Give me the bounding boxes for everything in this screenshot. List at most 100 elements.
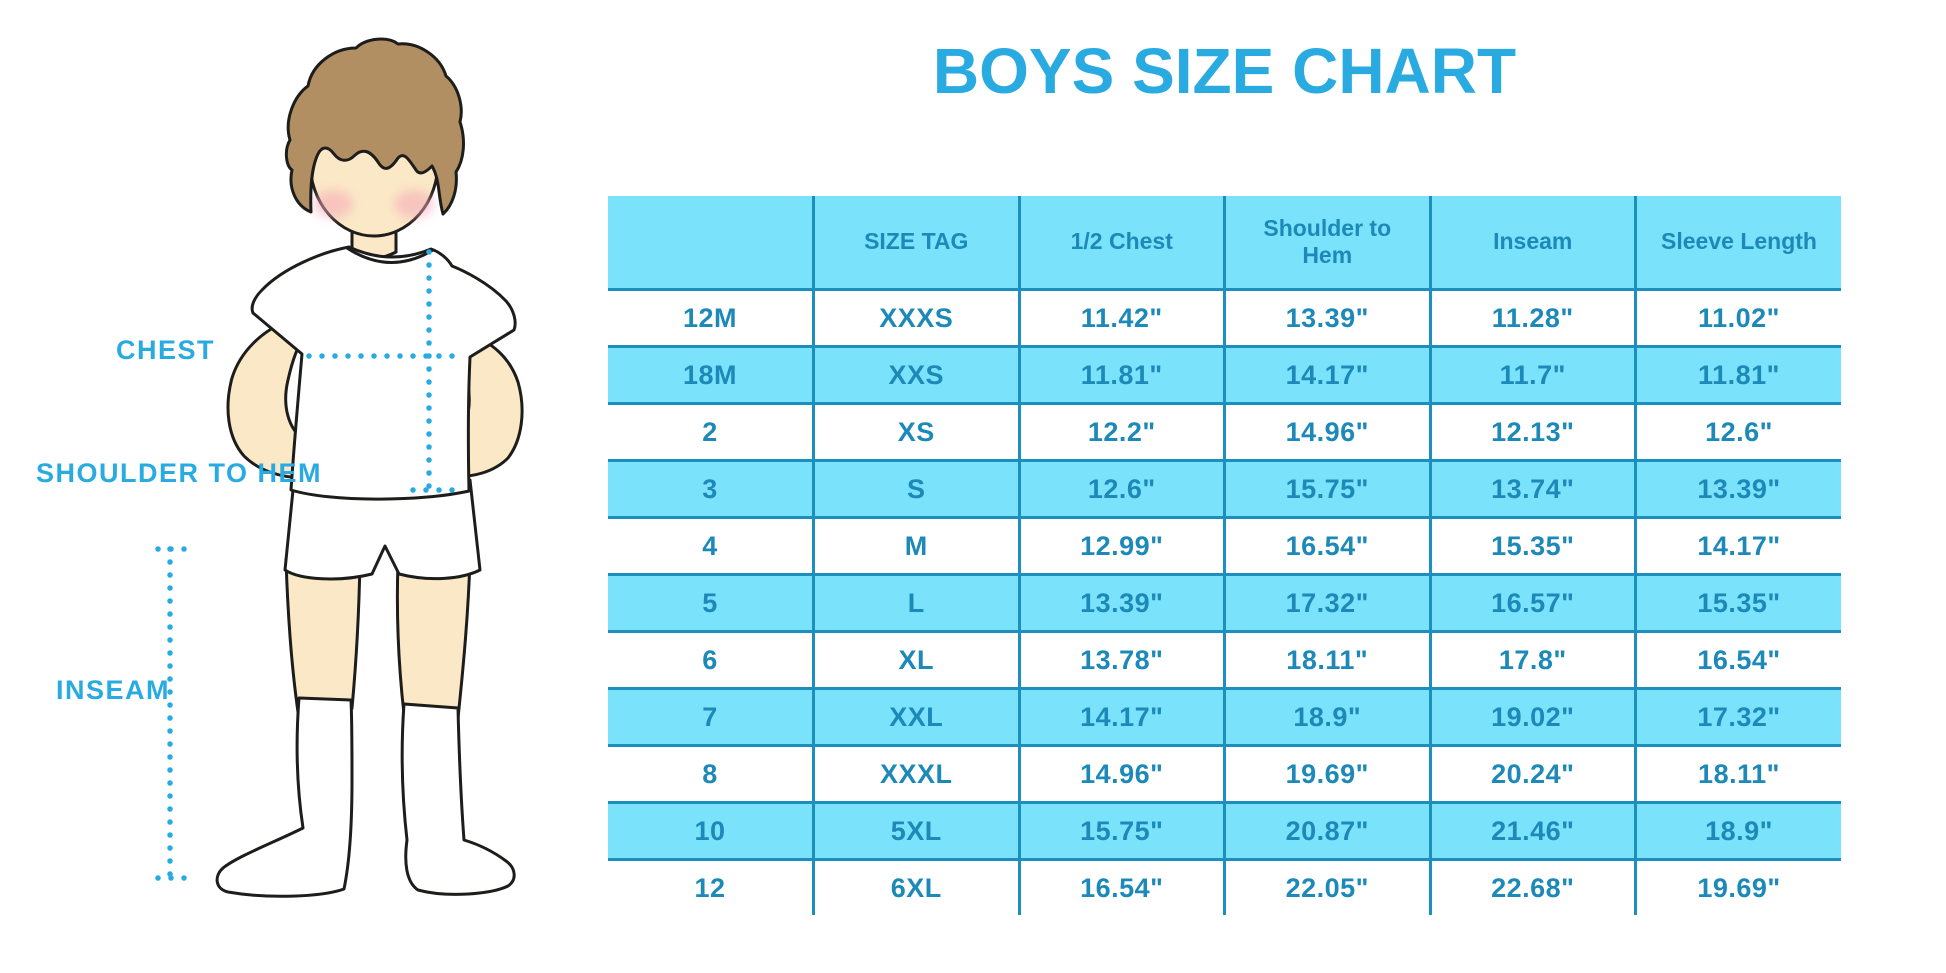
size-cell: 11.02" — [1634, 288, 1843, 348]
size-cell: 14.96" — [1223, 402, 1432, 462]
size-cell: 17.32" — [1223, 573, 1432, 633]
size-cell: 15.75" — [1017, 801, 1226, 861]
size-cell: 18M — [606, 345, 815, 405]
size-cell: 11.81" — [1634, 345, 1843, 405]
table-row: 7 XXL 14.17" 18.9" 19.02" 17.32" — [606, 687, 1843, 747]
size-cell: 22.05" — [1223, 858, 1432, 917]
size-table-body: 12M XXXS 11.42" 13.39" 11.28" 11.02" 18M XXS 11.… — [606, 288, 1843, 917]
size-cell: 12.6" — [1634, 402, 1843, 462]
left-thigh-shape — [284, 558, 362, 714]
size-cell: 12.99" — [1017, 516, 1226, 576]
table-row: 18M XXS 11.81" 14.17" 11.7" 11.81" — [606, 345, 1843, 405]
size-cell: M — [812, 516, 1021, 576]
size-cell: 19.02" — [1428, 687, 1637, 747]
size-cell: 12.13" — [1428, 402, 1637, 462]
size-cell: 16.54" — [1223, 516, 1432, 576]
inseam-label: INSEAM — [56, 675, 171, 705]
size-cell: 20.87" — [1223, 801, 1432, 861]
size-cell: 14.96" — [1017, 744, 1226, 804]
column-header: SIZE TAG — [812, 194, 1021, 291]
size-cell: XL — [812, 630, 1021, 690]
size-cell: XXL — [812, 687, 1021, 747]
table-row: 12 6XL 16.54" 22.05" 22.68" 19.69" — [606, 858, 1843, 917]
size-cell: 18.11" — [1634, 744, 1843, 804]
size-cell: 16.54" — [1634, 630, 1843, 690]
size-cell: 11.42" — [1017, 288, 1226, 348]
shoulder-to-hem-label: SHOULDER TO HEM — [36, 458, 323, 488]
size-cell: 13.74" — [1428, 459, 1637, 519]
size-cell: 7 — [606, 687, 815, 747]
size-cell: 3 — [606, 459, 815, 519]
collar-line — [346, 246, 434, 264]
size-cell: XXXS — [812, 288, 1021, 348]
size-cell: XXS — [812, 345, 1021, 405]
size-cell: 12 — [606, 858, 815, 917]
size-cell: 13.39" — [1223, 288, 1432, 348]
table-row: 8 XXXL 14.96" 19.69" 20.24" 18.11" — [606, 744, 1843, 804]
size-cell: 17.8" — [1428, 630, 1637, 690]
table-row: 4 M 12.99" 16.54" 15.35" 14.17" — [606, 516, 1843, 576]
table-row: 12M XXXS 11.42" 13.39" 11.28" 11.02" — [606, 288, 1843, 348]
left-sock-shape — [215, 696, 354, 898]
size-cell: 18.9" — [1634, 801, 1843, 861]
table-row: 3 S 12.6" 15.75" 13.74" 13.39" — [606, 459, 1843, 519]
table-row: 10 5XL 15.75" 20.87" 21.46" 18.9" — [606, 801, 1843, 861]
size-cell: 5XL — [812, 801, 1021, 861]
shorts-shape — [283, 478, 482, 581]
header-row: SIZE TAG 1/2 Chest Shoulder to Hem Inseam Sl… — [606, 194, 1843, 291]
size-cell: 11.81" — [1017, 345, 1226, 405]
size-cell: 12M — [606, 288, 815, 348]
boy-measurement-diagram: CHEST SHOULDER TO HEM INSEAM — [0, 0, 560, 973]
column-header: Sleeve Length — [1634, 194, 1843, 291]
size-cell: 15.35" — [1428, 516, 1637, 576]
size-cell: 6 — [606, 630, 815, 690]
size-cell: 16.57" — [1428, 573, 1637, 633]
size-cell: 11.28" — [1428, 288, 1637, 348]
size-cell: 10 — [606, 801, 815, 861]
tshirt-shape — [250, 245, 517, 501]
size-cell: 18.9" — [1223, 687, 1432, 747]
size-cell: 14.17" — [1017, 687, 1226, 747]
size-cell: 18.11" — [1223, 630, 1432, 690]
size-cell: 22.68" — [1428, 858, 1637, 917]
size-cell: 4 — [606, 516, 815, 576]
size-cell: 20.24" — [1428, 744, 1637, 804]
size-table-header: SIZE TAG 1/2 Chest Shoulder to Hem Inseam Sl… — [606, 194, 1843, 291]
size-cell: L — [812, 573, 1021, 633]
column-header: Inseam — [1428, 194, 1637, 291]
size-cell: 2 — [606, 402, 815, 462]
size-cell: 19.69" — [1223, 744, 1432, 804]
right-thigh-shape — [395, 558, 472, 720]
left-arm-shape — [226, 318, 307, 480]
size-cell: 13.78" — [1017, 630, 1226, 690]
size-cell: 13.39" — [1634, 459, 1843, 519]
size-cell: 16.54" — [1017, 858, 1226, 917]
size-cell: 19.69" — [1634, 858, 1843, 917]
table-row: 2 XS 12.2" 14.96" 12.13" 12.6" — [606, 402, 1843, 462]
size-cell: 13.39" — [1017, 573, 1226, 633]
table-row: 5 L 13.39" 17.32" 16.57" 15.35" — [606, 573, 1843, 633]
column-header: Shoulder to Hem — [1223, 194, 1432, 291]
column-header: 1/2 Chest — [1017, 194, 1226, 291]
size-cell: 15.75" — [1223, 459, 1432, 519]
size-cell: 11.7" — [1428, 345, 1637, 405]
size-cell: XXXL — [812, 744, 1021, 804]
cheek-right — [394, 190, 434, 218]
size-cell: 15.35" — [1634, 573, 1843, 633]
size-cell: S — [812, 459, 1021, 519]
column-header — [606, 194, 815, 291]
right-sock-shape — [400, 702, 516, 896]
table-row: 6 XL 13.78" 18.11" 17.8" 16.54" — [606, 630, 1843, 690]
chest-label: CHEST — [116, 335, 216, 365]
size-table: SIZE TAG 1/2 Chest Shoulder to Hem Inseam Sl… — [606, 194, 1843, 917]
page-title: BOYS SIZE CHART — [932, 35, 1517, 107]
size-cell: 14.17" — [1634, 516, 1843, 576]
size-cell: 5 — [606, 573, 815, 633]
size-cell: 8 — [606, 744, 815, 804]
size-cell: XS — [812, 402, 1021, 462]
size-cell: 6XL — [812, 858, 1021, 917]
size-cell: 21.46" — [1428, 801, 1637, 861]
cheek-left — [313, 190, 353, 218]
hair-shape — [284, 37, 465, 216]
